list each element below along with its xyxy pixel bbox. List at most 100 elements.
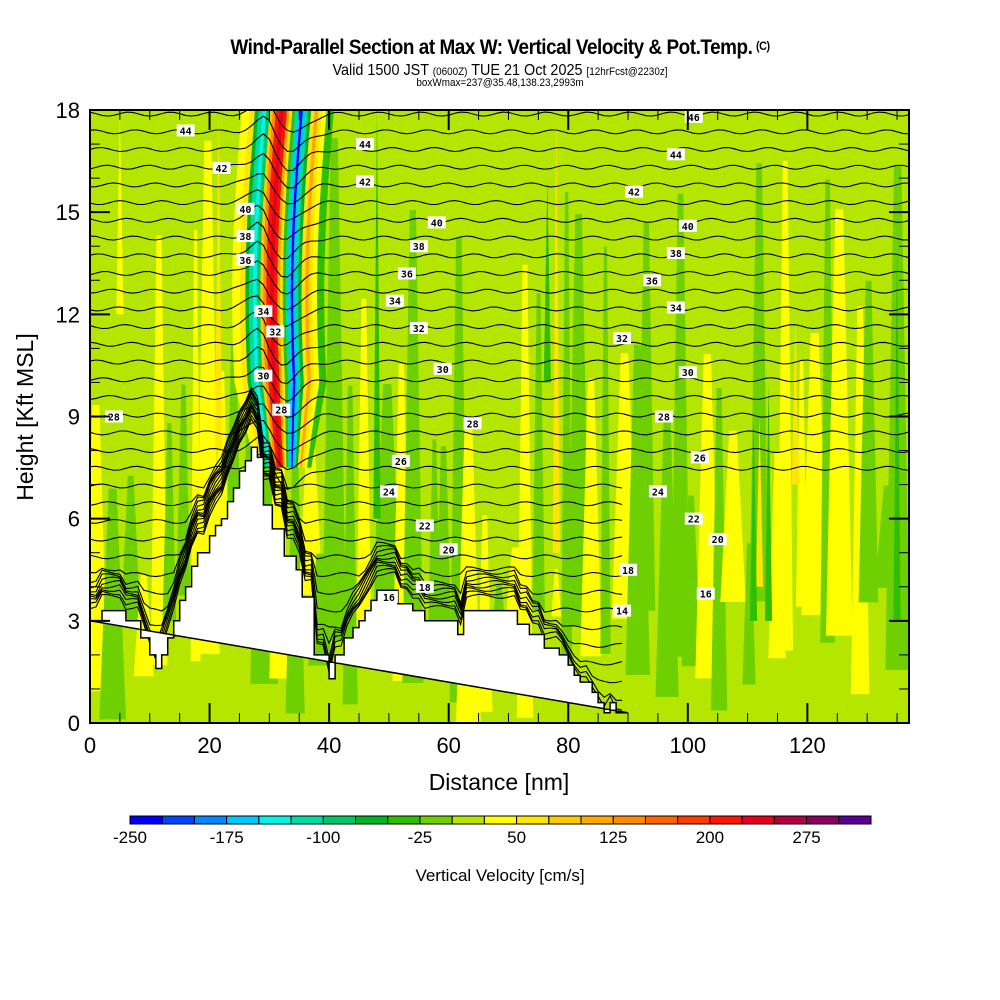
theta-contour-label: 44 — [176, 124, 195, 137]
y-tick-label: 18 — [56, 98, 80, 123]
theta-contour-label: 26 — [690, 451, 709, 464]
contour-label-background — [415, 580, 434, 593]
updraft-stripe — [304, 110, 327, 468]
updraft-streak — [116, 110, 124, 315]
contour-label-text: 40 — [682, 222, 694, 233]
colorbar-swatch — [838, 815, 872, 825]
theta-contour-line — [90, 419, 909, 452]
contour-label-background — [648, 485, 667, 498]
contour-label-background — [236, 230, 255, 243]
theta-contour-line — [90, 403, 623, 613]
theta-contour-label: 28 — [272, 403, 291, 417]
colorbar-swatch — [516, 815, 550, 825]
theta-contour-line — [90, 173, 909, 205]
weak-updraft-band — [720, 430, 746, 602]
contour-label-text: 30 — [257, 372, 269, 383]
weak-downdraft-band — [637, 222, 656, 611]
terrain-polygon — [90, 446, 629, 714]
colorbar-swatch — [322, 815, 357, 825]
contour-label-background — [708, 533, 727, 546]
theta-contour-label: 32 — [266, 325, 285, 338]
contour-label-text: 42 — [359, 178, 371, 189]
y-tick-label: 6 — [68, 507, 80, 532]
valid-time-utc: (0600Z) — [432, 66, 468, 78]
updraft-streak — [755, 416, 764, 587]
theta-contour-label: 16 — [696, 587, 715, 601]
contour-label-text: 20 — [712, 535, 724, 546]
theta-contour-label: 14 — [613, 604, 632, 618]
contour-label-text: 28 — [467, 419, 479, 430]
contour-label-text: 38 — [239, 232, 251, 243]
theta-contour-line — [90, 389, 623, 524]
contour-label-background — [625, 185, 644, 198]
contour-label-text: 28 — [108, 413, 120, 424]
contour-label-background — [619, 563, 638, 576]
contour-label-text: 22 — [419, 521, 431, 532]
colorbar-tick-label: -250 — [113, 828, 147, 847]
contour-label-text: 30 — [682, 368, 694, 379]
colorbar-tick-label: 275 — [792, 828, 820, 847]
theta-contour-label: 34 — [385, 294, 404, 308]
contour-label-text: 42 — [628, 188, 640, 199]
theta-contour-label: 32 — [613, 332, 632, 345]
contour-label-background — [212, 161, 231, 174]
chart-title: Wind-Parallel Section at Max W: Vertical… — [50, 36, 950, 60]
theta-contour-label: 38 — [666, 247, 685, 260]
theta-contour-line — [90, 403, 909, 434]
theta-contour-line — [90, 278, 909, 311]
theta-contour-label: 34 — [666, 301, 685, 315]
contour-label-background — [415, 519, 434, 532]
theta-contour-label: 40 — [236, 202, 255, 216]
contour-label-text: 28 — [275, 406, 287, 417]
contour-label-text: 40 — [239, 205, 251, 216]
weak-downdraft-band — [120, 475, 141, 623]
theta-contour-label: 44 — [355, 138, 374, 151]
contour-label-text: 18 — [419, 583, 431, 594]
contour-label-text: 30 — [437, 365, 449, 376]
contour-label-background — [678, 366, 697, 379]
weak-downdraft-band — [858, 280, 879, 603]
colorbar-swatch — [258, 815, 292, 825]
theta-contour-label: 30 — [254, 369, 273, 383]
contour-label-background — [254, 304, 273, 317]
colorbar-swatch — [677, 815, 711, 825]
updraft-streak — [552, 110, 560, 553]
theta-contour-line — [90, 311, 909, 347]
updraft-stripe — [232, 110, 265, 468]
theta-contour-label: 42 — [355, 175, 374, 189]
theta-contour-line — [90, 327, 909, 366]
x-tick-label: 80 — [556, 733, 580, 758]
contour-label-background — [379, 590, 398, 603]
theta-contour-label: 34 — [254, 304, 273, 318]
weak-updraft-band — [580, 378, 602, 657]
contour-label-text: 36 — [239, 256, 251, 267]
colorbar-title: Vertical Velocity [cm/s] — [415, 866, 584, 885]
theta-contour-label: 42 — [212, 161, 231, 175]
contour-label-background — [176, 124, 195, 137]
contour-label-background — [409, 240, 428, 253]
downdraft-stripe — [285, 110, 300, 468]
weak-downdraft-band — [742, 543, 756, 685]
contour-label-text: 44 — [670, 150, 682, 161]
contour-label-text: 32 — [413, 324, 425, 335]
forecast-info: [12hrFcst@2230z] — [586, 66, 668, 78]
y-axis-title: Height [Kft MSL] — [12, 333, 38, 500]
contour-label-text: 38 — [413, 242, 425, 253]
contour-label-background — [613, 604, 632, 617]
theta-contour-line — [90, 451, 909, 490]
weak-downdraft-band — [532, 293, 545, 611]
contour-label-background — [391, 454, 410, 467]
contour-label-text: 36 — [401, 269, 413, 280]
theta-contour-label: 20 — [439, 543, 458, 556]
downdraft-stripe — [295, 110, 313, 468]
contour-label-background — [236, 202, 255, 215]
theta-contour-label: 16 — [379, 590, 398, 604]
colorbar-swatch — [773, 815, 808, 825]
contour-label-background — [439, 543, 458, 556]
contour-label-background — [397, 267, 416, 280]
contour-label-background — [385, 294, 404, 307]
theta-contour-line — [90, 240, 909, 278]
colorbar: -250 -175 -100 -25 50 125 200 275 — [113, 815, 872, 847]
theta-contour-line — [90, 133, 909, 172]
